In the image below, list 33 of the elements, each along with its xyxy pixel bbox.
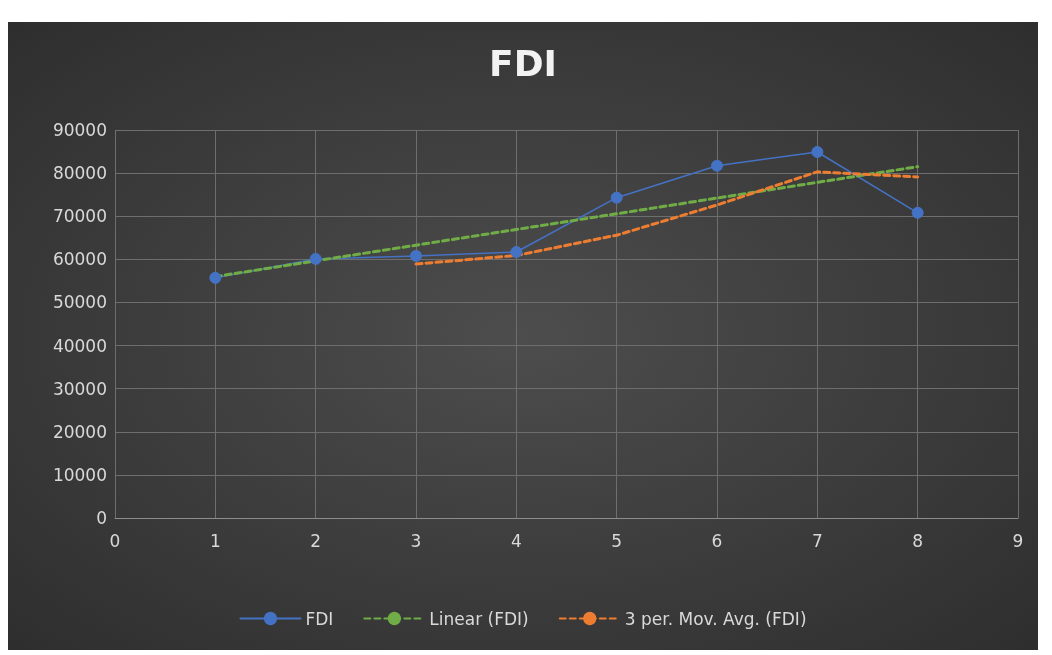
y-tick-label: 70000: [52, 206, 107, 227]
y-tick-label: 60000: [52, 249, 107, 270]
x-tick-label: 4: [510, 530, 522, 551]
point: [410, 249, 422, 262]
legend-label: Linear (FDI): [429, 608, 529, 629]
point: [510, 246, 523, 258]
y-tick-label: 90000: [52, 120, 107, 140]
line-series: [414, 170, 920, 266]
x-tick-label: 1: [209, 530, 221, 551]
x-tick-label: 0: [109, 530, 121, 551]
point: [610, 191, 623, 204]
y-tick-label: 30000: [52, 378, 107, 399]
point: [811, 145, 824, 158]
x-tick-label: 2: [310, 530, 322, 551]
chart-title: FDI: [489, 42, 557, 84]
y-tick-label: 0: [96, 508, 107, 528]
y-tick-label: 20000: [52, 421, 107, 442]
x-tick-label: 6: [711, 530, 723, 551]
legend-label: 3 per. Mov. Avg. (FDI): [624, 608, 807, 629]
x-tick-label: 3: [410, 530, 422, 551]
y-tick-label: 50000: [52, 292, 107, 313]
point: [911, 206, 924, 219]
x-tick-label: 9: [1012, 530, 1024, 551]
y-tick-label: 40000: [52, 335, 107, 356]
point: [209, 271, 222, 284]
x-tick-label: 5: [611, 530, 623, 551]
x-tick-label: 7: [811, 530, 823, 551]
point: [309, 252, 322, 265]
y-tick-label: 10000: [52, 464, 107, 485]
y-tick-label: 80000: [52, 163, 107, 184]
point: [711, 159, 723, 172]
legend-label: FDI: [305, 608, 334, 629]
x-tick-label: 8: [912, 530, 924, 551]
